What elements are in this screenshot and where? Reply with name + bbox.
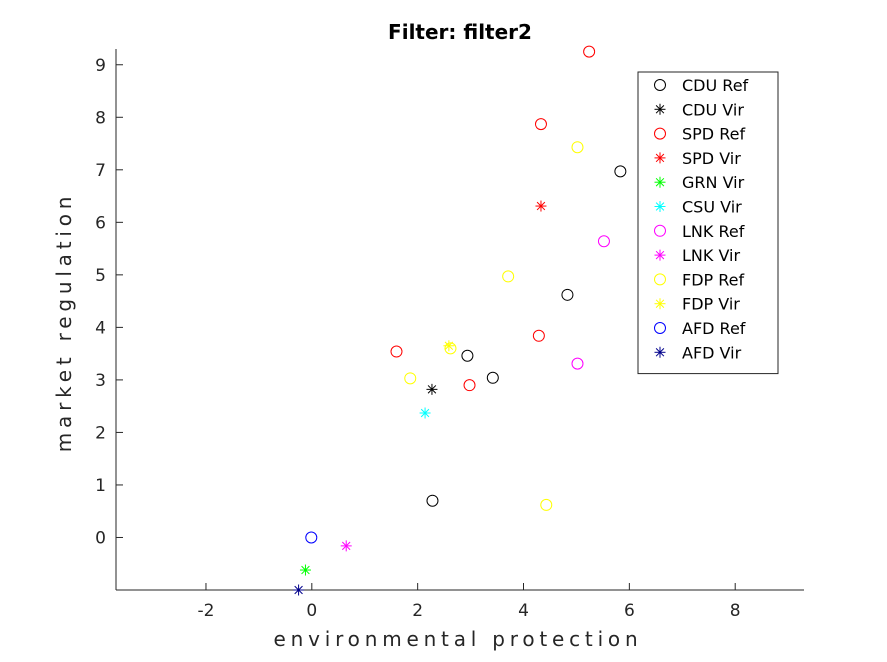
point-cdu-vir	[426, 383, 438, 395]
y-tick-label: 2	[95, 423, 106, 443]
point-cdu-ref	[614, 165, 627, 178]
point-spd-ref	[463, 379, 476, 392]
point-fdp-ref	[444, 342, 457, 355]
legend-label-spd-ref: SPD Ref	[682, 125, 745, 144]
x-tick-label: -2	[197, 601, 214, 621]
legend-label-afd-vir: AFD Vir	[682, 343, 742, 362]
point-spd-ref	[390, 345, 403, 358]
point-spd-ref	[532, 329, 545, 342]
legend-label-lnk-vir: LNK Vir	[682, 246, 741, 265]
legend-marker-lnk-ref	[654, 224, 666, 237]
y-tick-label: 3	[95, 371, 106, 391]
y-tick-label: 5	[95, 266, 106, 286]
point-spd-ref	[534, 118, 547, 131]
x-tick-label: 2	[412, 601, 423, 621]
x-axis-label: environmental protection	[274, 627, 643, 651]
legend-marker-afd-ref	[654, 322, 666, 334]
y-tick-label: 7	[95, 161, 106, 181]
legend-label-cdu-ref: CDU Ref	[682, 76, 749, 95]
point-lnk-ref	[571, 357, 584, 370]
legend-label-lnk-ref: LNK Ref	[682, 222, 745, 241]
x-tick-label: 8	[730, 601, 741, 621]
x-tick-label: 0	[306, 601, 317, 621]
y-tick-label: 4	[95, 318, 106, 338]
point-lnk-vir	[340, 540, 352, 552]
point-grn-vir	[299, 564, 311, 576]
legend: CDU Ref CDU Vir SPD Ref SPD Vir GRN Vir CSU V…	[637, 71, 779, 375]
point-spd-ref	[583, 45, 596, 58]
data-points	[293, 45, 627, 596]
point-fdp-ref	[571, 141, 584, 154]
y-tick-label: 9	[95, 56, 106, 76]
legend-label-fdp-ref: FDP Ref	[682, 270, 745, 289]
legend-label-spd-vir: SPD Vir	[682, 149, 741, 168]
legend-label-fdp-vir: FDP Vir	[682, 295, 740, 314]
legend-marker-fdp-vir	[654, 298, 666, 310]
legend-marker-grn-vir	[654, 176, 666, 188]
point-cdu-ref	[426, 494, 439, 507]
point-cdu-ref	[561, 288, 574, 301]
point-afd-vir	[293, 584, 305, 596]
y-tick-label: 6	[95, 213, 106, 233]
point-lnk-ref	[597, 235, 610, 248]
legend-marker-spd-vir	[654, 152, 666, 164]
legend-label-cdu-vir: CDU Vir	[682, 100, 744, 119]
point-fdp-ref	[404, 372, 417, 385]
point-cdu-ref	[486, 371, 499, 384]
legend-marker-spd-ref	[654, 127, 666, 140]
y-axis-label: market regulation	[52, 192, 76, 453]
y-tick-label: 1	[95, 476, 106, 496]
legend-label-afd-ref: AFD Ref	[682, 319, 746, 338]
legend-label-csu-vir: CSU Vir	[682, 198, 742, 217]
chart-title: Filter: filter2	[388, 20, 532, 44]
legend-marker-cdu-ref	[654, 79, 666, 91]
point-spd-vir	[535, 200, 547, 212]
point-fdp-ref	[502, 270, 515, 283]
legend-marker-cdu-vir	[654, 103, 666, 115]
legend-box	[637, 71, 779, 375]
legend-marker-afd-vir	[654, 346, 666, 358]
point-fdp-ref	[540, 498, 553, 511]
y-tick-label: 0	[95, 528, 106, 548]
y-tick-label: 8	[95, 108, 106, 128]
x-tick-label: 4	[518, 601, 529, 621]
legend-marker-csu-vir	[654, 201, 666, 212]
point-fdp-vir	[443, 340, 455, 352]
legend-label-grn-vir: GRN Vir	[682, 173, 745, 192]
point-csu-vir	[419, 407, 431, 419]
point-afd-ref	[305, 531, 318, 544]
legend-marker-fdp-ref	[654, 273, 666, 286]
x-tick-label: 6	[624, 601, 635, 621]
legend-marker-lnk-vir	[654, 249, 666, 261]
point-cdu-ref	[461, 349, 474, 362]
axes: -2 0 2 4 6 8 0 1 2 3 4 5 6 7 8 9	[95, 49, 804, 621]
